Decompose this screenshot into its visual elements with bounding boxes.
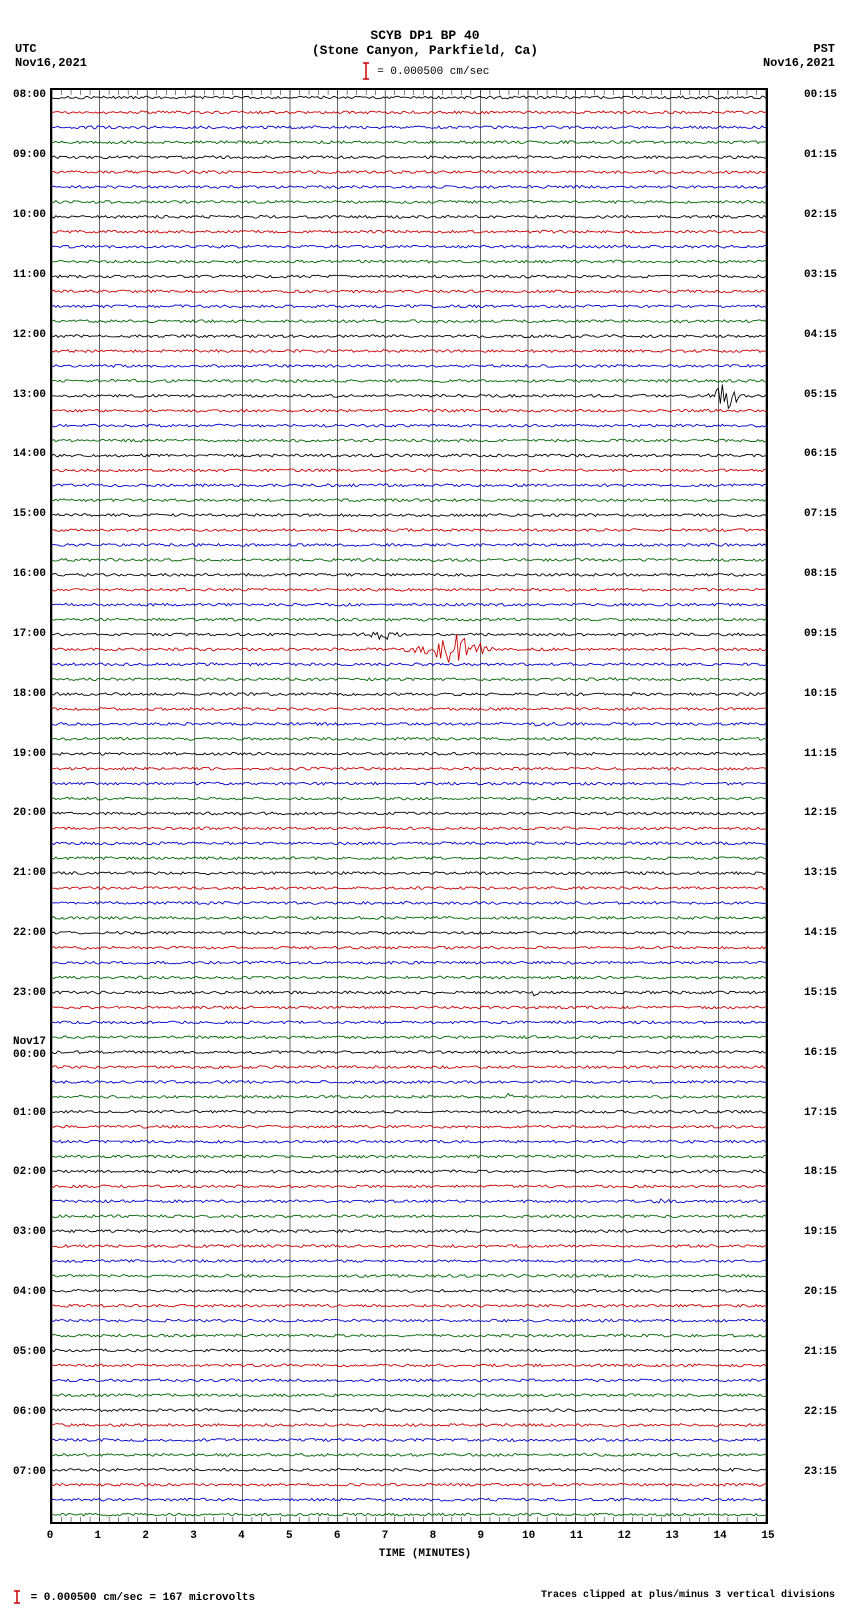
pst-hour-label: 02:15: [804, 209, 837, 221]
utc-hour-label: 16:00: [13, 568, 46, 580]
station-subtitle: (Stone Canyon, Parkfield, Ca): [0, 43, 850, 58]
pst-hour-label: 00:15: [804, 89, 837, 101]
station-title: SCYB DP1 BP 40: [0, 0, 850, 43]
utc-hour-label: Nov17: [13, 1036, 46, 1048]
utc-hour-label: 01:00: [13, 1107, 46, 1119]
pst-hour-label: 01:15: [804, 149, 837, 161]
x-tick: 3: [190, 1530, 197, 1542]
pst-hour-label: 17:15: [804, 1107, 837, 1119]
seismogram-plot: [50, 88, 768, 1524]
pst-hour-label: 09:15: [804, 628, 837, 640]
pst-hour-label: 08:15: [804, 568, 837, 580]
pst-hour-labels: 00:15 01:15 02:15 03:15 04:15 05:15 06:15 07:15…: [802, 88, 840, 1524]
pst-hour-label: 15:15: [804, 987, 837, 999]
x-axis-label: TIME (MINUTES): [0, 1548, 850, 1560]
footer-scale: = 0.000500 cm/sec = 167 microvolts: [10, 1590, 255, 1604]
x-tick: 10: [522, 1530, 535, 1542]
x-tick: 11: [570, 1530, 583, 1542]
utc-hour-label: 15:00: [13, 508, 46, 520]
pst-hour-label: 14:15: [804, 927, 837, 939]
x-tick: 2: [142, 1530, 149, 1542]
utc-hour-label: 09:00: [13, 149, 46, 161]
pst-hour-label: 06:15: [804, 448, 837, 460]
utc-hour-label: 13:00: [13, 389, 46, 401]
seismogram-container: SCYB DP1 BP 40 (Stone Canyon, Parkfield,…: [0, 0, 850, 1613]
pst-hour-label: 13:15: [804, 867, 837, 879]
x-tick: 14: [714, 1530, 727, 1542]
pst-hour-label: 21:15: [804, 1346, 837, 1358]
x-tick: 8: [430, 1530, 437, 1542]
pst-hour-label: 20:15: [804, 1286, 837, 1298]
utc-hour-label: 12:00: [13, 329, 46, 341]
footer-scale-bar-icon: [10, 1590, 24, 1604]
utc-date: Nov16,2021: [15, 56, 87, 70]
utc-hour-label: 19:00: [13, 748, 46, 760]
utc-hour-label: 06:00: [13, 1406, 46, 1418]
utc-hour-label: 05:00: [13, 1346, 46, 1358]
utc-hour-label: 03:00: [13, 1226, 46, 1238]
pst-label: PST: [813, 42, 835, 56]
x-tick: 4: [238, 1530, 245, 1542]
x-tick: 7: [382, 1530, 389, 1542]
pst-hour-label: 05:15: [804, 389, 837, 401]
utc-hour-label: 00:00: [13, 1049, 46, 1061]
x-tick: 6: [334, 1530, 341, 1542]
utc-label: UTC: [15, 42, 37, 56]
x-tick: 5: [286, 1530, 293, 1542]
utc-hour-label: 21:00: [13, 867, 46, 879]
traces-svg: [52, 90, 766, 1522]
utc-hour-label: 11:00: [13, 269, 46, 281]
pst-hour-label: 19:15: [804, 1226, 837, 1238]
pst-hour-label: 04:15: [804, 329, 837, 341]
utc-hour-label: 02:00: [13, 1166, 46, 1178]
pst-hour-label: 10:15: [804, 688, 837, 700]
footer-clip-note: Traces clipped at plus/minus 3 vertical …: [541, 1590, 835, 1601]
utc-hour-label: 04:00: [13, 1286, 46, 1298]
pst-hour-label: 03:15: [804, 269, 837, 281]
footer-scale-text: = 0.000500 cm/sec = 167 microvolts: [31, 1592, 255, 1604]
x-tick: 1: [95, 1530, 102, 1542]
utc-hour-label: 22:00: [13, 927, 46, 939]
utc-hour-labels: 08:00 09:00 10:00 11:00 12:00 13:00 14:00 15:00…: [10, 88, 48, 1524]
pst-hour-label: 11:15: [804, 748, 837, 760]
utc-hour-label: 10:00: [13, 209, 46, 221]
amplitude-scale: = 0.000500 cm/sec: [0, 62, 850, 80]
scale-bar-icon: [361, 62, 371, 80]
utc-hour-label: 08:00: [13, 89, 46, 101]
pst-date: Nov16,2021: [763, 56, 835, 70]
utc-hour-label: 23:00: [13, 987, 46, 999]
pst-hour-label: 12:15: [804, 807, 837, 819]
x-tick: 15: [761, 1530, 774, 1542]
utc-hour-label: 14:00: [13, 448, 46, 460]
utc-hour-label: 20:00: [13, 807, 46, 819]
scale-text: = 0.000500 cm/sec: [377, 66, 489, 78]
x-tick: 9: [477, 1530, 484, 1542]
pst-hour-label: 18:15: [804, 1166, 837, 1178]
pst-hour-label: 22:15: [804, 1406, 837, 1418]
utc-hour-label: 17:00: [13, 628, 46, 640]
utc-hour-label: 07:00: [13, 1466, 46, 1478]
pst-hour-label: 16:15: [804, 1047, 837, 1059]
utc-hour-label: 18:00: [13, 688, 46, 700]
x-tick: 0: [47, 1530, 54, 1542]
pst-hour-label: 07:15: [804, 508, 837, 520]
x-tick: 12: [618, 1530, 631, 1542]
pst-hour-label: 23:15: [804, 1466, 837, 1478]
x-tick: 13: [666, 1530, 679, 1542]
